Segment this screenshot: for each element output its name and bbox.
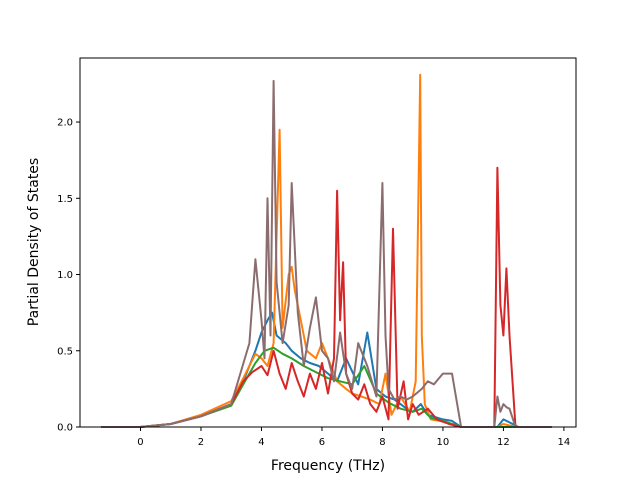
x-tick-label: 4	[258, 437, 264, 448]
x-tick-label: 8	[379, 437, 385, 448]
axes-frame	[79, 57, 577, 428]
x-axis-label: Frequency (THz)	[271, 458, 385, 474]
x-tick-label: 0	[137, 437, 143, 448]
series-line-5	[101, 79, 552, 428]
x-tick-label: 2	[198, 437, 204, 448]
x-tick-label: 6	[319, 437, 325, 448]
y-tick-label: 2.0	[57, 118, 73, 129]
y-axis-label: Partial Density of States	[26, 158, 42, 326]
x-tick-label: 14	[558, 437, 571, 448]
x-axis: 0 2 4 6 8 10 12 14	[137, 427, 570, 448]
y-axis: 0.0 0.5 1.0 1.5 2.0	[57, 118, 80, 434]
y-tick-label: 0.5	[57, 346, 73, 357]
x-tick-label: 12	[497, 437, 510, 448]
y-tick-label: 1.5	[57, 194, 73, 205]
y-tick-label: 1.0	[57, 270, 73, 281]
x-tick-label: 10	[437, 437, 450, 448]
y-tick-label: 0.0	[57, 423, 73, 434]
